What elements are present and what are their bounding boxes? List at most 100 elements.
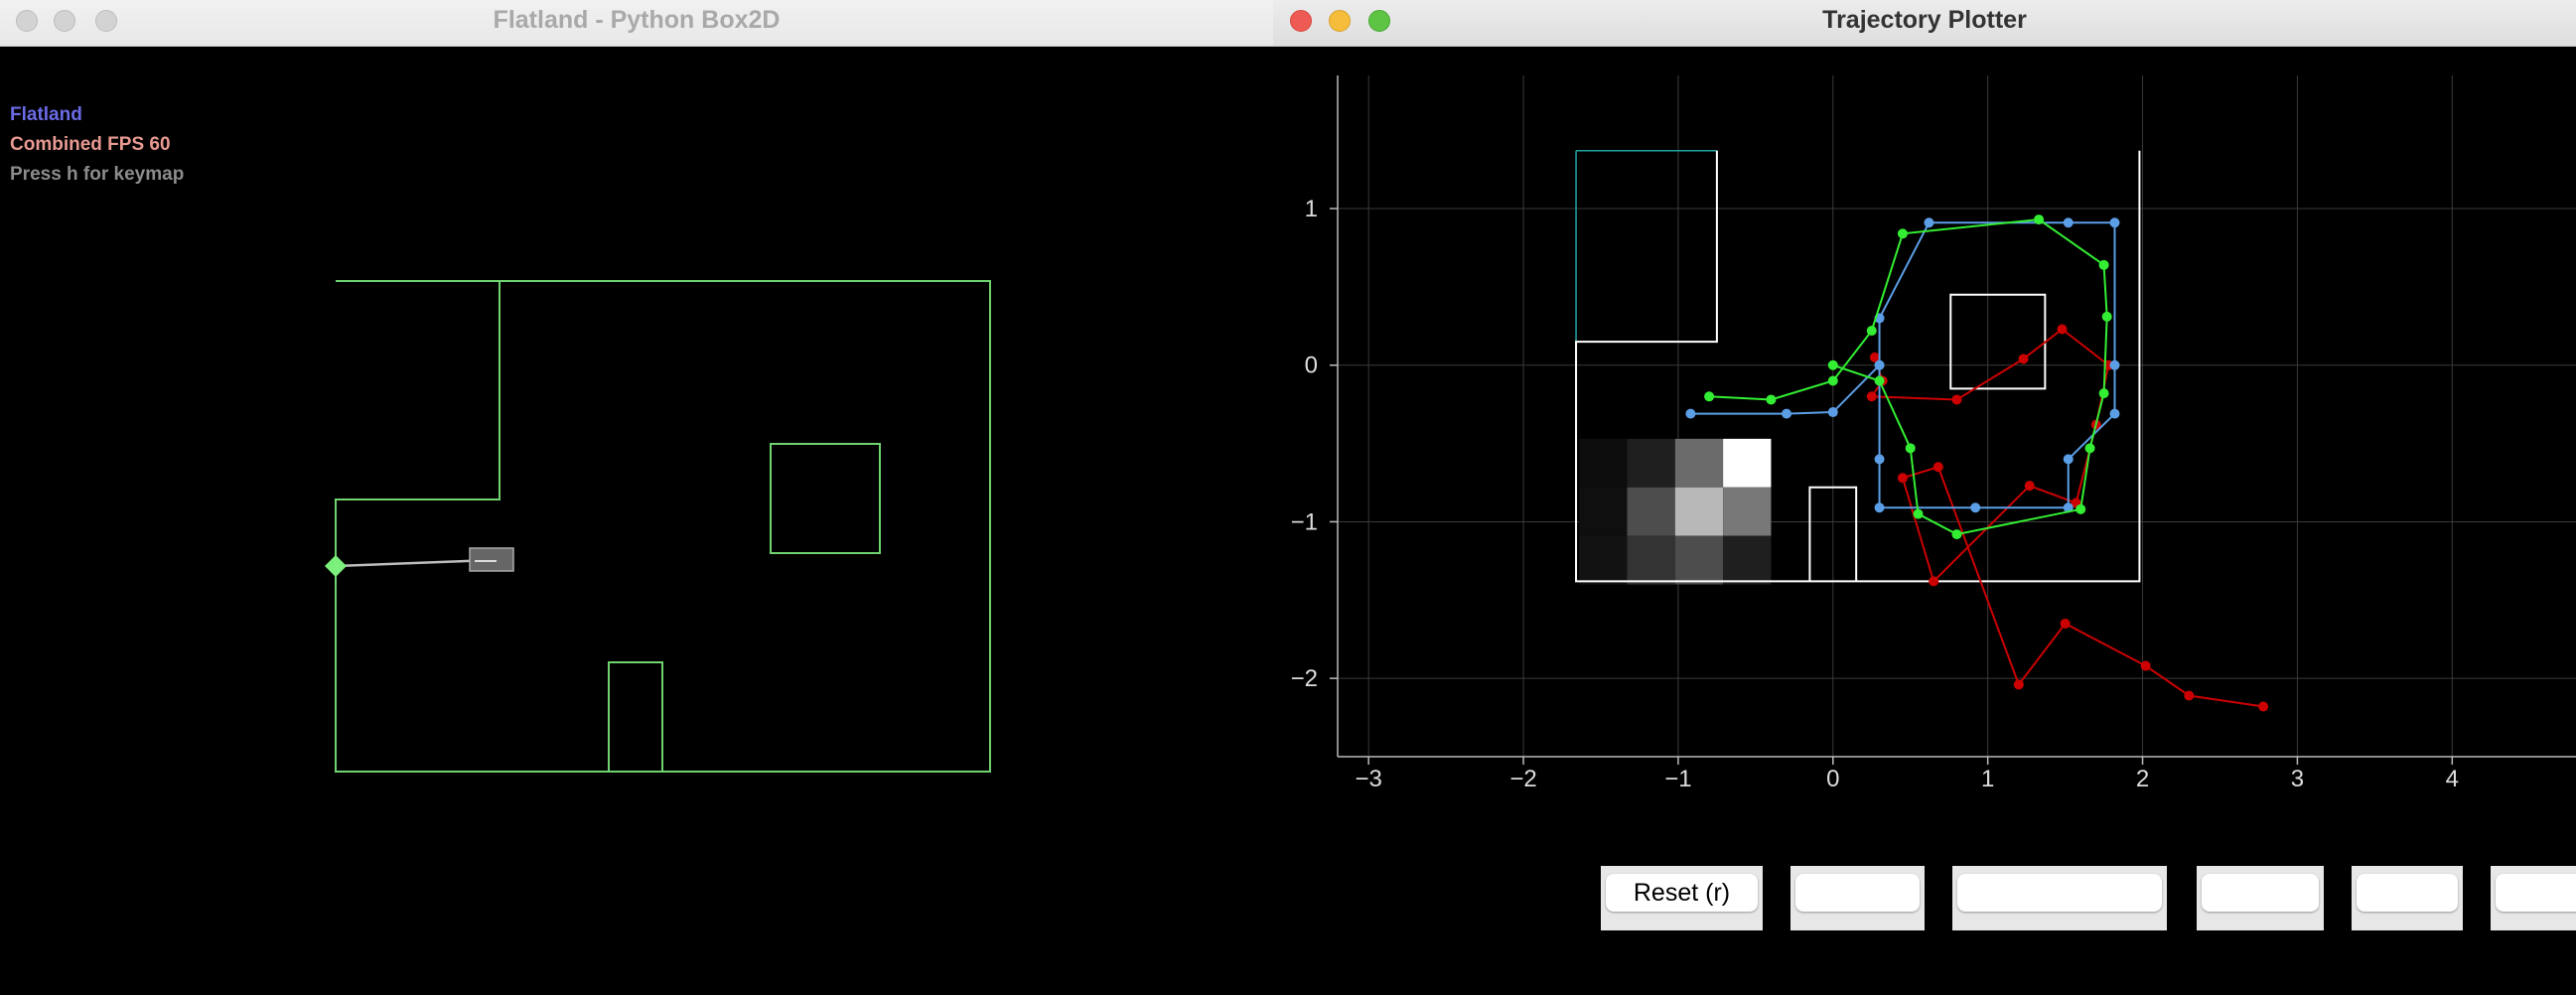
toolbar-button-5[interactable] [2352,866,2463,930]
y-tick-label: 1 [1305,196,1318,222]
occupancy-cell [1674,535,1724,585]
occupancy-cell [1674,438,1724,488]
trajectory-line [1690,221,2116,509]
pillar-obstacle [608,661,663,773]
x-tick-label: 1 [1981,766,1994,792]
trajectory-point [1766,394,1777,405]
x-tick-label: −2 [1509,766,1536,792]
zoom-window-icon[interactable] [95,10,117,32]
map-inner-box [1949,293,2047,390]
robot-body [469,547,514,572]
zoom-window-icon[interactable] [1368,10,1390,32]
trajectory-point [2057,324,2068,335]
trajectory-point [2098,259,2109,270]
trajectory-point [1866,391,1877,402]
trajectory-point [1970,502,1981,513]
trajectory-plotter-window: Trajectory Plotter −3 −2 −1 0 1 2 3 4 −2 −1 0 1 Res… [1273,0,2576,995]
trajectory-point [1951,529,1962,540]
hud-title: Flatland [10,104,82,125]
occupancy-cell [1579,487,1628,536]
occupancy-cell [1627,487,1675,536]
minimize-window-icon[interactable] [54,10,75,32]
map-outer-boundary [1575,150,2141,583]
trajectory-point [1929,576,1939,587]
occupancy-cell [1627,535,1675,585]
x-tick-label: −1 [1664,766,1691,792]
trajectory-series-1 [1685,217,2120,513]
trajectory-point [2075,503,2086,514]
hud-help: Press h for keymap [10,164,185,185]
flatland-titlebar[interactable]: Flatland - Python Box2D [0,0,1273,47]
y-tick-label: −1 [1291,508,1318,535]
environment-outer-wall [335,280,991,773]
x-tick-label: 0 [1826,766,1839,792]
simulation-canvas[interactable] [0,0,1273,995]
trajectory-point [2024,481,2035,492]
trajectory-point [2063,217,2074,228]
trajectory-point [1932,462,1943,473]
x-tick-label: 2 [2136,766,2149,792]
trajectory-point [1869,352,1880,362]
map-pillar [1808,486,1858,582]
occupancy-cell [1579,535,1628,585]
toolbar-button-4[interactable] [2197,866,2324,930]
trajectory-point [1827,359,1838,370]
trajectory-point [2258,701,2269,712]
trajectory-point [1782,408,1792,419]
trajectory-point [2101,311,2112,322]
trajectory-point [1913,508,1924,519]
trajectory-point [1874,375,1885,386]
trajectory-point [1951,394,1962,405]
trajectory-point [1897,473,1908,484]
toolbar-button-3[interactable] [1952,866,2167,930]
toolbar-button-6[interactable] [2491,866,2576,930]
occupancy-cell [1579,438,1628,488]
trajectory-point [2013,679,2024,690]
trajectory-point [1905,443,1916,454]
occupancy-cell [1674,487,1724,536]
window-title: Flatland - Python Box2D [493,6,781,34]
trajectory-point [2098,388,2109,399]
trajectory-point [1874,502,1885,513]
x-tick-label: −3 [1355,766,1381,792]
trajectory-point [2109,217,2120,228]
trajectory-point [2140,660,2151,671]
obstacle-box [770,443,881,554]
trajectory-point [1827,407,1838,418]
trajectory-series-0 [1866,324,2269,712]
trajectory-line [1869,328,2264,708]
trajectory-point [2060,618,2071,629]
y-tick-label: 0 [1305,353,1318,379]
x-tick-label: 4 [2446,766,2459,792]
trajectory-point [1874,359,1885,370]
trajectory-point [2063,502,2074,513]
close-window-icon[interactable] [16,10,38,32]
occupancy-cell [1627,438,1675,488]
flatland-window: Flatland - Python Box2D Flatland Combine… [0,0,1273,995]
trajectory-point [2109,408,2120,419]
window-title: Trajectory Plotter [1822,6,2027,34]
x-tick-label: 3 [2291,766,2304,792]
trajectory-series-2 [1704,214,2112,540]
plotter-titlebar[interactable]: Trajectory Plotter [1273,0,2576,47]
close-window-icon[interactable] [1290,10,1312,32]
trajectory-point [1866,326,1877,337]
trajectory-point [2109,359,2120,370]
trajectory-point [1874,454,1885,465]
trajectory-point [1897,228,1908,239]
trajectory-line [1709,218,2108,536]
occupancy-cell [1723,535,1772,585]
toolbar-button-2[interactable] [1790,866,1925,930]
trajectory-point [2184,690,2195,701]
trajectory-point [1685,408,1696,419]
trajectory-point [2034,214,2045,225]
trajectory-point [1827,375,1838,386]
trajectory-point [2063,454,2074,465]
minimize-window-icon[interactable] [1329,10,1351,32]
y-tick-label: −2 [1291,665,1318,692]
trajectory-plot[interactable]: −3 −2 −1 0 1 2 3 4 −2 −1 0 1 [1273,0,2576,995]
occupancy-cell [1723,438,1772,488]
reset-button[interactable]: Reset (r) [1601,866,1763,930]
trajectory-point [1704,391,1715,402]
lidar-ray [335,558,494,568]
